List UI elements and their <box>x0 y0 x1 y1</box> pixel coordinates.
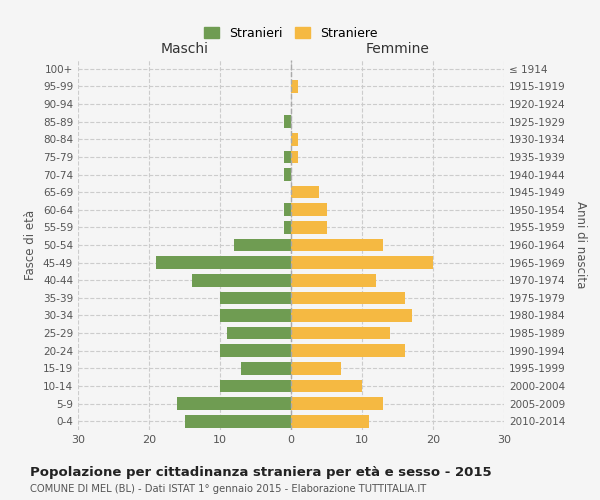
Bar <box>291 150 298 163</box>
Bar <box>291 256 433 269</box>
Bar <box>291 204 326 216</box>
Bar <box>284 221 291 234</box>
Bar <box>178 397 291 410</box>
Y-axis label: Anni di nascita: Anni di nascita <box>574 202 587 288</box>
Text: COMUNE DI MEL (BL) - Dati ISTAT 1° gennaio 2015 - Elaborazione TUTTITALIA.IT: COMUNE DI MEL (BL) - Dati ISTAT 1° genna… <box>30 484 426 494</box>
Bar <box>291 221 326 234</box>
Bar <box>291 274 376 286</box>
Bar <box>291 133 298 145</box>
Bar <box>284 116 291 128</box>
Bar <box>291 186 319 198</box>
Text: Popolazione per cittadinanza straniera per età e sesso - 2015: Popolazione per cittadinanza straniera p… <box>30 466 491 479</box>
Bar <box>156 256 291 269</box>
Bar <box>241 362 291 374</box>
Text: Femmine: Femmine <box>365 42 430 56</box>
Bar <box>234 238 291 252</box>
Bar <box>291 309 412 322</box>
Text: Maschi: Maschi <box>161 42 209 56</box>
Bar <box>291 344 404 357</box>
Bar <box>291 397 383 410</box>
Bar <box>291 238 383 252</box>
Y-axis label: Fasce di età: Fasce di età <box>25 210 37 280</box>
Bar <box>284 204 291 216</box>
Bar <box>291 380 362 392</box>
Bar <box>291 327 391 340</box>
Bar <box>291 80 298 93</box>
Bar <box>291 415 369 428</box>
Bar <box>220 309 291 322</box>
Bar <box>284 168 291 181</box>
Bar <box>220 380 291 392</box>
Bar <box>227 327 291 340</box>
Bar <box>284 150 291 163</box>
Bar <box>220 292 291 304</box>
Bar <box>291 292 404 304</box>
Bar <box>220 344 291 357</box>
Bar <box>191 274 291 286</box>
Legend: Stranieri, Straniere: Stranieri, Straniere <box>199 22 383 45</box>
Bar <box>185 415 291 428</box>
Bar <box>291 362 341 374</box>
